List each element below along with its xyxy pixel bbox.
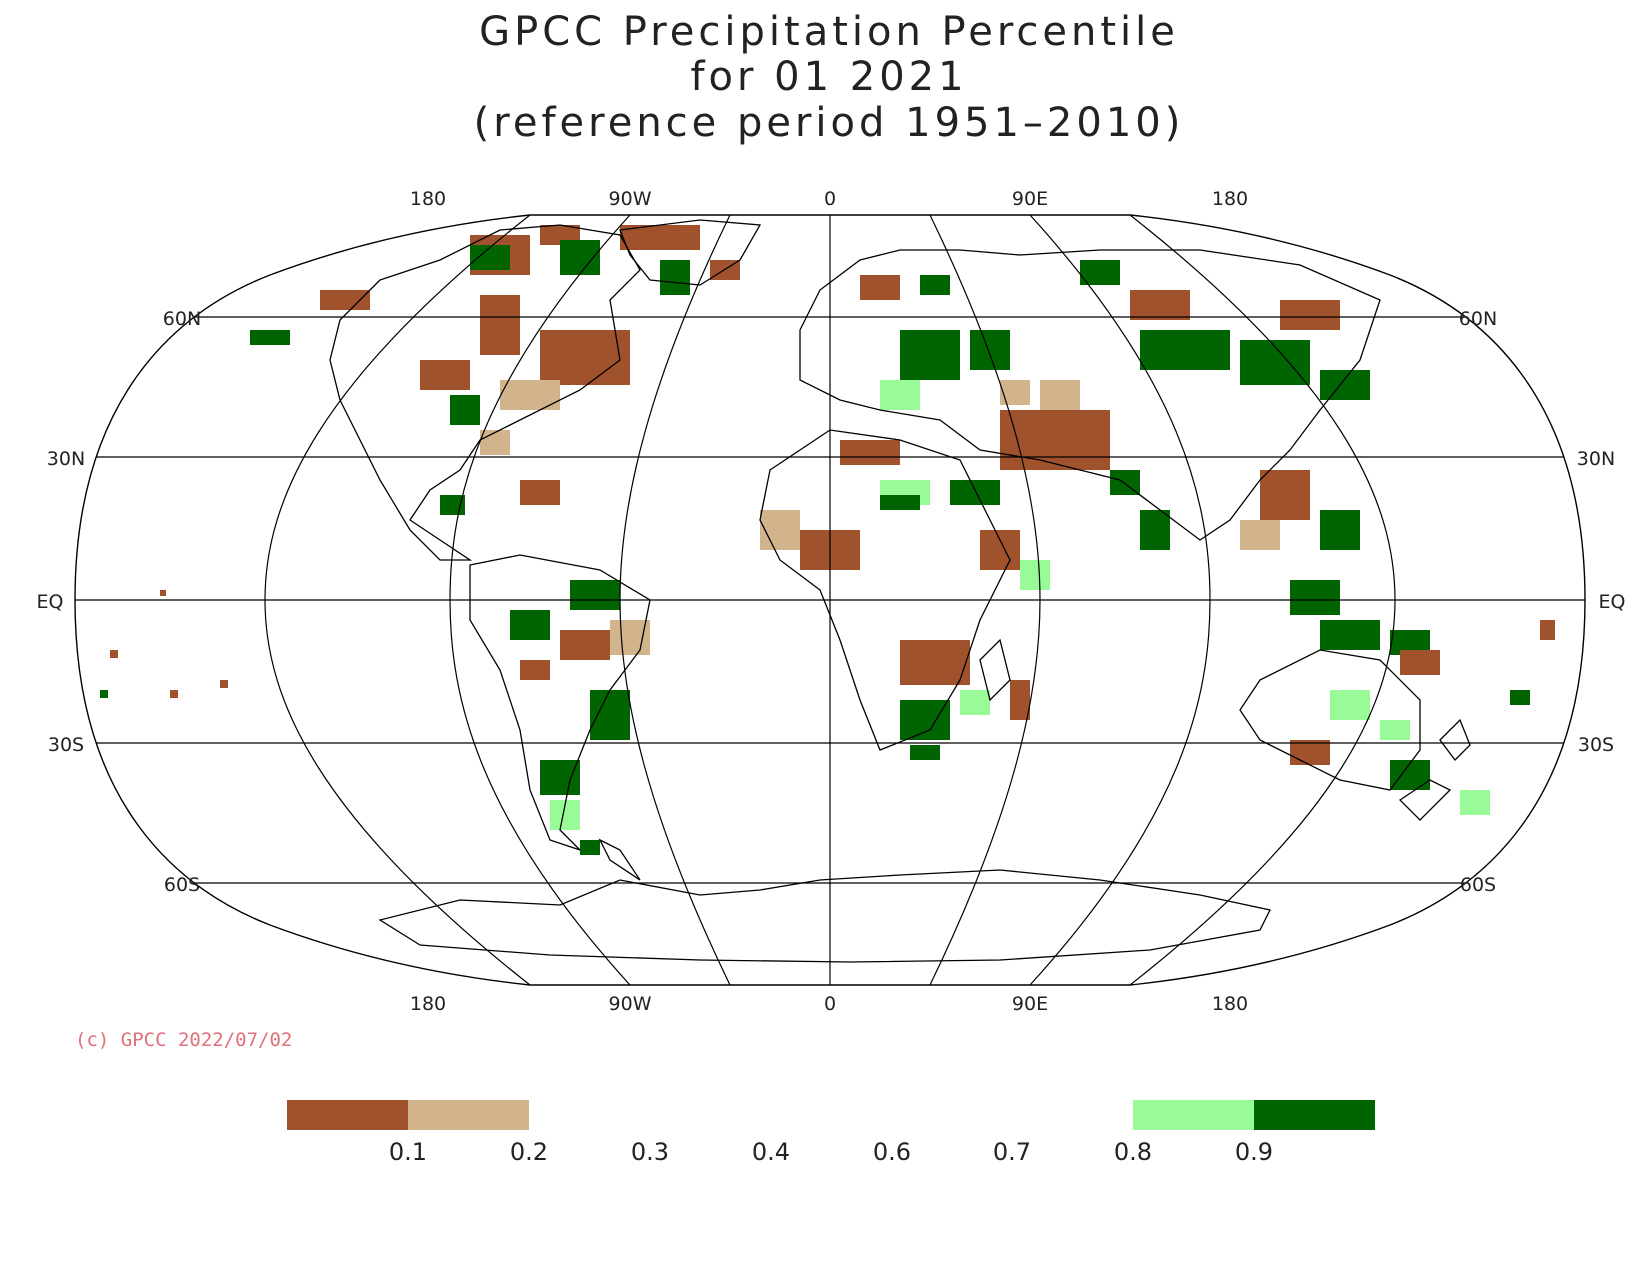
legend-label-6: 0.8 bbox=[1114, 1138, 1152, 1166]
legend-label-4: 0.6 bbox=[873, 1138, 911, 1166]
legend-swatch-2 bbox=[1133, 1100, 1254, 1130]
legend-swatch-1 bbox=[408, 1100, 529, 1130]
bottom-lon-label-90e: 90E bbox=[1012, 993, 1048, 1015]
title-line-1: GPCC Precipitation Percentile bbox=[479, 9, 1179, 55]
right-lat-label-60n: 60N bbox=[1459, 308, 1497, 330]
legend-swatch-3 bbox=[1254, 1100, 1375, 1130]
right-lat-label-30n: 30N bbox=[1577, 448, 1615, 470]
title-line-3: (reference period 1951–2010) bbox=[474, 100, 1185, 146]
legend-label-0: 0.1 bbox=[389, 1138, 427, 1166]
graticule bbox=[75, 215, 1585, 985]
bottom-lon-label-0: 0 bbox=[824, 993, 836, 1015]
bottom-lon-label-180w: 180 bbox=[410, 993, 446, 1015]
globe-outline bbox=[74, 214, 1586, 986]
right-lat-label-30s: 30S bbox=[1578, 734, 1614, 756]
left-lat-label-30s: 30S bbox=[48, 734, 84, 756]
legend-swatch-0 bbox=[287, 1100, 408, 1130]
copyright-note: (c) GPCC 2022/07/02 bbox=[75, 1029, 292, 1051]
legend-label-3: 0.4 bbox=[752, 1138, 790, 1166]
left-lat-label-60n: 60N bbox=[163, 308, 201, 330]
top-lon-label-0: 0 bbox=[824, 188, 836, 210]
top-lon-label-90w: 90W bbox=[609, 188, 652, 210]
legend-label-7: 0.9 bbox=[1235, 1138, 1273, 1166]
legend-label-2: 0.3 bbox=[631, 1138, 669, 1166]
percentile-patches bbox=[100, 225, 1555, 855]
top-lon-label-180e: 180 bbox=[1212, 188, 1248, 210]
right-lat-label-eq: EQ bbox=[1599, 591, 1626, 613]
color-legend: 0.1 0.2 0.3 0.4 0.6 0.7 0.8 0.9 bbox=[287, 1100, 1375, 1166]
bottom-lon-label-180e: 180 bbox=[1212, 993, 1248, 1015]
title-line-2: for 01 2021 bbox=[690, 54, 967, 100]
legend-label-1: 0.2 bbox=[510, 1138, 548, 1166]
top-lon-label-90e: 90E bbox=[1012, 188, 1048, 210]
bottom-lon-label-90w: 90W bbox=[609, 993, 652, 1015]
legend-label-5: 0.7 bbox=[993, 1138, 1031, 1166]
left-lat-label-60s: 60S bbox=[164, 874, 200, 896]
left-lat-label-eq: EQ bbox=[37, 591, 64, 613]
right-lat-label-60s: 60S bbox=[1460, 874, 1496, 896]
left-lat-label-30n: 30N bbox=[47, 448, 85, 470]
top-lon-label-180w: 180 bbox=[410, 188, 446, 210]
